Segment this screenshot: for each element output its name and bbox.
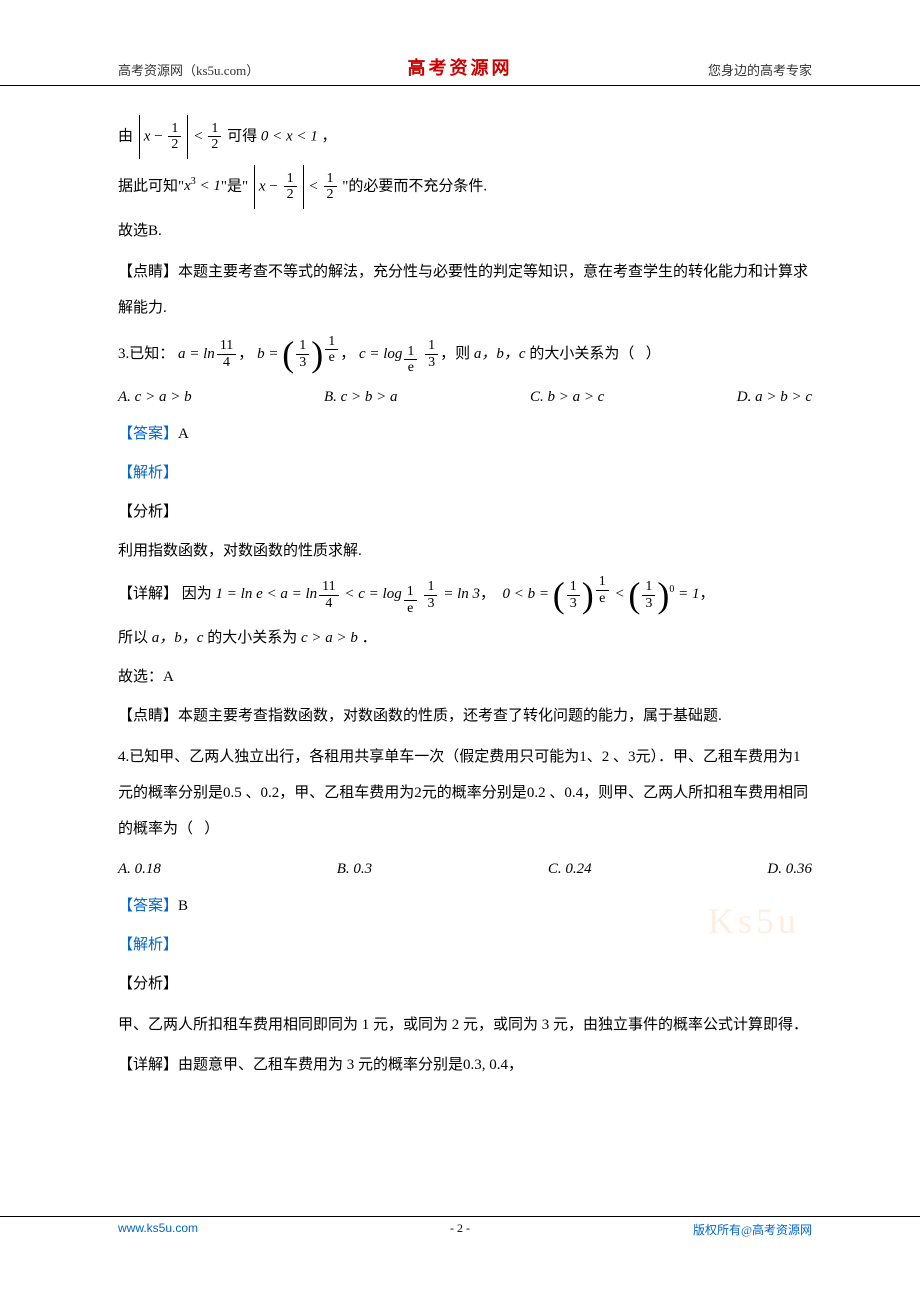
option-b: B. c > b > a — [324, 381, 398, 414]
footer-copyright: 版权所有@高考资源网 — [693, 1221, 812, 1238]
abs-expr-2: x − 12 — [254, 165, 304, 209]
q4-analysis-body: 甲、乙两人所扣租车费用相同即同为 1 元，或同为 2 元，或同为 3 元，由独立… — [118, 1007, 812, 1043]
page-header: 高考资源网（ks5u.com） 高考资源网 您身边的高考专家 — [0, 56, 920, 86]
c-def: c = log — [359, 346, 402, 362]
q3-parse: 【解析】 — [118, 457, 812, 490]
page-number: - 2 - — [450, 1221, 470, 1236]
cubic: x3 < 1 — [184, 178, 221, 194]
select-b: 故选B. — [118, 215, 812, 248]
option-c: C. 0.24 — [548, 853, 592, 886]
q3-analysis-body: 利用指数函数，对数函数的性质求解. — [118, 535, 812, 568]
option-a: A. c > a > b — [118, 381, 192, 414]
solution-line-2: 据此可知"x3 < 1"是" x − 12 < 12 "的必要而不充分条件. — [118, 165, 812, 209]
answer-value: B — [178, 898, 188, 914]
header-left-text: 高考资源网（ks5u.com） — [118, 60, 259, 79]
question-3: 3.已知： a = ln114， b = (13)1e， c = log1e 1… — [118, 334, 812, 376]
q3-tail: 的大小关系为（ ） — [529, 346, 660, 362]
header-right-text: 您身边的高考专家 — [708, 60, 812, 79]
q3-summary: 【点睛】本题主要考查指数函数，对数函数的性质，还考查了转化问题的能力，属于基础题… — [118, 700, 812, 733]
inequality: 0 < x < 1 — [261, 128, 318, 144]
text: ， — [322, 128, 337, 144]
q3-answer: 【答案】A — [118, 418, 812, 451]
b-def: b = — [257, 346, 278, 362]
option-c: C. b > a > c — [530, 381, 604, 414]
option-d: D. a > b > c — [737, 381, 812, 414]
header-brand-title: 高考资源网 — [408, 54, 513, 80]
q3-conclusion: 所以 a，b，c 的大小关系为 c > a > b ． — [118, 622, 812, 655]
q4-answer: 【答案】B — [118, 890, 812, 923]
abs-expr: x − 12 — [139, 115, 189, 159]
text: "是" — [221, 178, 248, 194]
text: 由 — [118, 128, 133, 144]
option-b: B. 0.3 — [337, 853, 372, 886]
solution-line-1: 由 x − 12 < 12 可得 0 < x < 1 ， — [118, 115, 812, 159]
main-content: 由 x − 12 < 12 可得 0 < x < 1 ， 据此可知"x3 < 1… — [118, 115, 812, 1088]
q3-detail: 【详解】 因为 1 = ln e < a = ln114 < c = log1e… — [118, 574, 812, 616]
q4-analysis-label: 【分析】 — [118, 968, 812, 1001]
a-def: a = ln — [178, 346, 215, 362]
answer-label: 【答案】 — [118, 898, 178, 914]
page-footer: www.ks5u.com - 2 - 版权所有@高考资源网 — [0, 1216, 920, 1240]
question-4: 4.已知甲、乙两人独立出行，各租用共享单车一次（假定费用只可能为1、2 、3元）… — [118, 739, 812, 847]
q3-prefix: 3.已知： — [118, 346, 174, 362]
q4-parse: 【解析】 — [118, 929, 812, 962]
option-d: D. 0.36 — [767, 853, 812, 886]
footer-url: www.ks5u.com — [118, 1221, 198, 1235]
option-a: A. 0.18 — [118, 853, 161, 886]
text: "的必要而不充分条件. — [342, 178, 487, 194]
text: 据此可知" — [118, 178, 184, 194]
q3-options: A. c > a > b B. c > b > a C. b > a > c D… — [118, 381, 812, 414]
detail-label: 【详解】 — [118, 587, 178, 603]
frac-half-2: 12 — [324, 171, 337, 203]
summary-1: 【点睛】本题主要考查不等式的解法，充分性与必要性的判定等知识，意在考查学生的转化… — [118, 254, 812, 326]
text: 可得 — [227, 128, 257, 144]
q4-options: A. 0.18 B. 0.3 C. 0.24 D. 0.36 — [118, 853, 812, 886]
frac-half: 12 — [208, 121, 221, 153]
q4-detail: 【详解】由题意甲、乙租车费用为 3 元的概率分别是0.3, 0.4， — [118, 1049, 812, 1082]
answer-label: 【答案】 — [118, 426, 178, 442]
q3-select: 故选：A — [118, 661, 812, 694]
abc: a，b，c — [474, 346, 526, 362]
q3-analysis-label: 【分析】 — [118, 496, 812, 529]
answer-value: A — [178, 426, 189, 442]
